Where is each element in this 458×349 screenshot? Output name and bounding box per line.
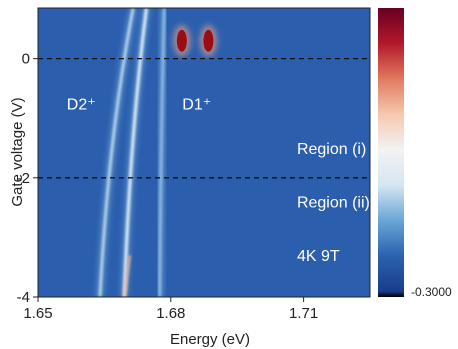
annotation-label: 4K 9T [297,248,340,265]
annotation-label: Region (ii) [297,195,370,212]
peak-hot-streak [122,255,132,297]
peak-trace [122,8,148,297]
y-axis-label: Gate voltage (V) [9,97,26,206]
dashed-lines [38,57,370,179]
y-tick-label: -4 [17,289,30,306]
axis-ticks: 1.65 1.68 1.71 0 -2 -4 [17,51,319,322]
annotation-label: D2⁺ [67,96,96,113]
y-tick-label: 0 [22,51,30,68]
x-tick-label: 1.68 [156,305,185,322]
bright-spot [203,29,214,52]
plot-area [38,8,370,297]
peak-trace [158,8,166,297]
colorbar-fill [378,8,404,297]
annotation-label: D1⁺ [182,96,211,113]
bright-spots [172,24,218,57]
annotation-label: Region (i) [297,141,366,158]
y-tick-label: -2 [17,170,30,187]
plot-frame [37,7,371,298]
heatmap-background [38,8,370,297]
colorbar: -0.3000 [378,8,452,299]
peak-trace [98,8,135,297]
x-tick-label: 1.65 [23,305,52,322]
bright-spot [176,29,187,52]
x-axis-label: Energy (eV) [170,331,250,348]
spectral-peaks [96,8,168,297]
colorbar-min-label: -0.3000 [411,285,452,299]
annotations: D2⁺ D1⁺ Region (i) Region (ii) 4K 9T [67,96,370,265]
x-tick-label: 1.71 [289,305,318,322]
